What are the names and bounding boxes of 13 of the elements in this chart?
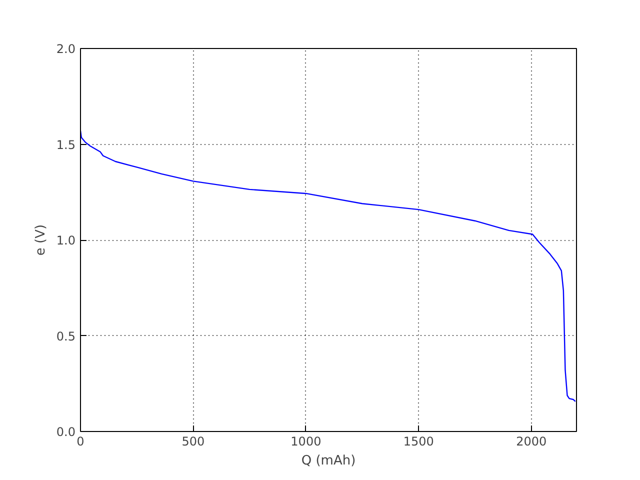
y-tick-label: 1.0 (56, 234, 76, 248)
line-series (80, 130, 576, 402)
x-tick-label: 1000 (290, 434, 322, 448)
x-tick-label: 500 (182, 434, 205, 448)
y-tick-label: 2.0 (56, 42, 76, 56)
y-tick-label: 0.0 (56, 425, 76, 439)
x-tick-label: 2000 (516, 434, 547, 448)
y-tick-label: 0.5 (56, 329, 76, 344)
x-axis-title: Q (mAh) (301, 454, 356, 468)
y-axis-title: e (V) (33, 224, 48, 256)
x-tick-label: 1500 (403, 434, 434, 448)
x-tick-label: 0 (76, 434, 84, 448)
y-tick-label: 1.5 (56, 138, 76, 152)
